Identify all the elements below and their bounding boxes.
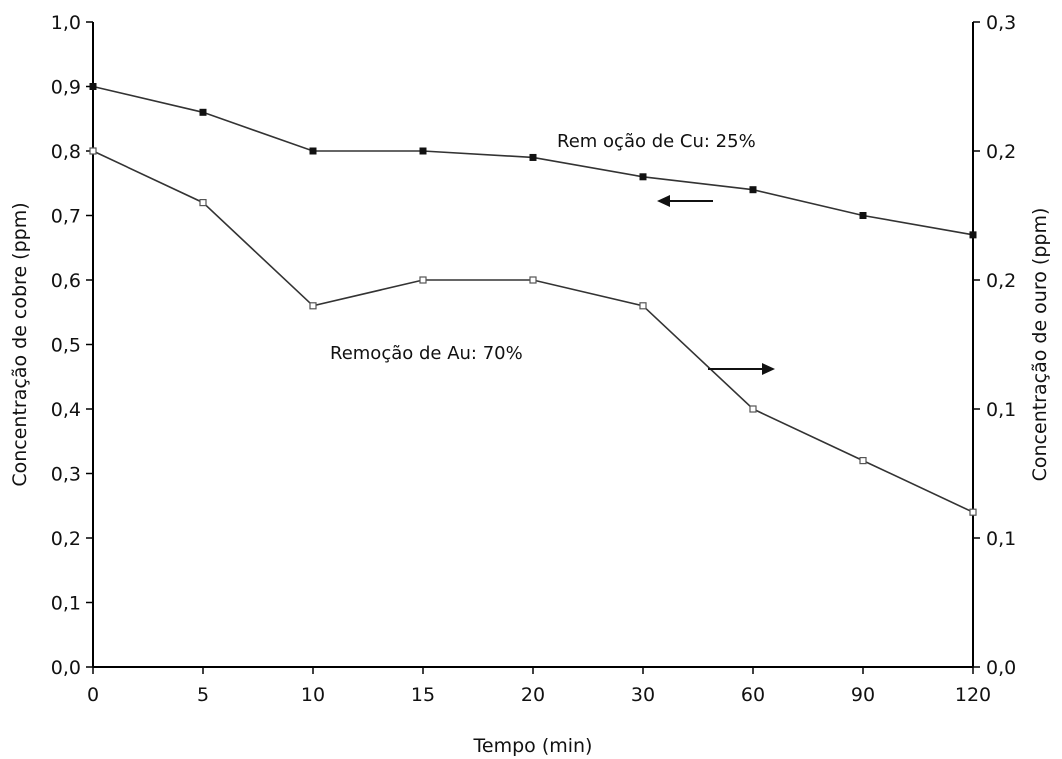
right-axis-title: Concentração de ouro (ppm) (1029, 208, 1051, 482)
series-point (199, 108, 207, 116)
series-line-1 (92, 150, 974, 513)
left-tick-label: 0,6 (51, 270, 81, 292)
series-point (969, 231, 977, 239)
left-tick-label: 1,0 (51, 12, 81, 34)
left-tick-label: 0,1 (51, 593, 81, 615)
x-axis-title: Tempo (min) (473, 735, 593, 757)
x-tick-label: 15 (411, 684, 435, 706)
x-tick-label: 0 (87, 684, 99, 706)
annotation-cu-removal: Rem oção de Cu: 25% (557, 131, 756, 152)
right-tick-label: 0,2 (986, 141, 1016, 163)
series-point (749, 186, 757, 194)
axis-pointer-arrows (657, 195, 775, 375)
series-layer (89, 83, 977, 516)
right-tick-label: 0,3 (986, 12, 1016, 34)
x-tick-label: 120 (955, 684, 991, 706)
right-tick-label: 0,2 (986, 270, 1016, 292)
series-point (309, 147, 317, 155)
x-tick-label: 30 (631, 684, 655, 706)
left-tick-label: 0,0 (51, 657, 81, 679)
series-point (969, 508, 977, 516)
arrow-left-head (657, 195, 670, 207)
x-tick-label: 10 (301, 684, 325, 706)
series-point (89, 147, 97, 155)
x-tick-label: 90 (851, 684, 875, 706)
series-point (859, 457, 867, 465)
right-tick-label: 0,0 (986, 657, 1016, 679)
series-point (89, 83, 97, 90)
left-tick-label: 0,5 (51, 335, 81, 357)
series-point (639, 173, 647, 181)
right-tick-label: 0,1 (986, 528, 1016, 550)
left-tick-label: 0,2 (51, 528, 81, 550)
series-point (309, 302, 317, 310)
series-point (529, 153, 537, 161)
annotation-au-removal: Remoção de Au: 70% (330, 343, 523, 364)
series-point (199, 199, 207, 207)
left-tick-label: 0,7 (51, 206, 81, 228)
left-axis-title: Concentração de cobre (ppm) (9, 202, 31, 486)
arrow-right-head (762, 363, 775, 375)
right-tick-label: 0,1 (986, 399, 1016, 421)
x-tick-label: 5 (197, 684, 209, 706)
right-axis-ticks: 0,0 0,1 0,1 0,2 0,2 0,3 (973, 12, 1016, 679)
left-axis-ticks: 0,0 0,1 0,2 0,3 0,4 0,5 0,6 0,7 0,8 0,9 1,0 (51, 12, 93, 679)
left-tick-label: 0,9 (51, 77, 81, 99)
series-point (419, 147, 427, 155)
x-axis-ticks: 0 5 10 15 20 30 60 90 120 (87, 667, 991, 706)
x-tick-label: 60 (741, 684, 765, 706)
left-tick-label: 0,4 (51, 399, 81, 421)
series-point (749, 405, 757, 413)
x-tick-label: 20 (521, 684, 545, 706)
series-point (859, 212, 867, 219)
left-tick-label: 0,3 (51, 464, 81, 486)
left-tick-label: 0,8 (51, 141, 81, 163)
series-point (419, 276, 427, 284)
axes (92, 22, 974, 668)
series-point (529, 276, 537, 284)
series-point (639, 302, 647, 310)
